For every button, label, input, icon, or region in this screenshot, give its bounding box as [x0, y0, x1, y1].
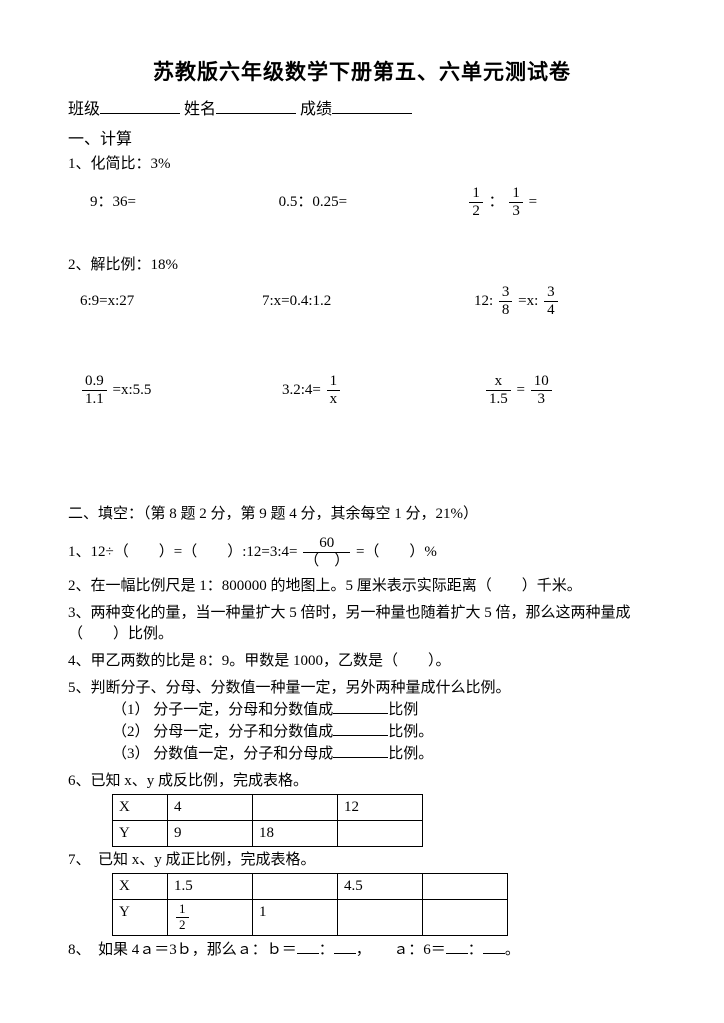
cell: 18: [253, 821, 338, 847]
blank-8-3[interactable]: [446, 939, 468, 954]
frac-8: 103: [531, 373, 552, 409]
s2-q7: 7、 已知 x、y 成正比例，完成表格。: [68, 850, 656, 871]
frac-q1: 60（ ）: [303, 535, 350, 571]
q2-r1c: 12: 38 =x: 34: [444, 284, 656, 320]
frac-6: 1x: [327, 373, 341, 409]
section-1-heading: 一、计算: [68, 129, 656, 151]
s2-q6: 6、已知 x、y 成反比例，完成表格。: [68, 771, 656, 792]
score-blank[interactable]: [332, 98, 412, 114]
cell: Y: [113, 900, 168, 936]
blank-5-2[interactable]: [333, 721, 388, 736]
q1-a: 9：36=: [68, 192, 279, 213]
q2-r2c: x1.5 = 103: [454, 373, 656, 409]
q1-row: 9：36= 0.5：0.25= 12 ： 13 =: [68, 185, 656, 221]
table-2: X 1.5 4.5 Y 12 1: [112, 873, 508, 936]
class-label: 班级: [68, 101, 100, 118]
s2-q1: 1、12÷（ ）=（ ）:12=3:4= 60（ ） =（ ）%: [68, 535, 656, 571]
blank-5-3[interactable]: [333, 743, 388, 758]
q2-r1b: 7:x=0.4:1.2: [262, 291, 444, 312]
q2-row1: 6:9=x:27 7:x=0.4:1.2 12: 38 =x: 34: [68, 284, 656, 320]
frac-4: 34: [544, 284, 558, 320]
page: 苏教版六年级数学下册第五、六单元测试卷 班级 姓名 成绩 一、计算 1、化简比：…: [0, 0, 724, 1001]
cell[interactable]: [338, 900, 423, 936]
s2-q5: 5、判断分子、分母、分数值一种量一定，另外两种量成什么比例。: [68, 678, 656, 699]
cell: 12: [168, 900, 253, 936]
score-label: 成绩: [300, 101, 332, 118]
frac-1: 12: [469, 185, 483, 221]
cell: 1.5: [168, 874, 253, 900]
name-blank[interactable]: [216, 98, 296, 114]
cell[interactable]: [253, 795, 338, 821]
q2-row2: 0.91.1 =x:5.5 3.2:4= 1x x1.5 = 103: [68, 373, 656, 409]
frac-7: x1.5: [486, 373, 511, 409]
frac-3: 38: [499, 284, 513, 320]
s2-q4: 4、甲乙两数的比是 8：9。甲数是 1000，乙数是（ ）。: [68, 651, 656, 672]
name-label: 姓名: [184, 101, 216, 118]
cell: 12: [338, 795, 423, 821]
s2-q5-2: （2） 分母一定，分子和分数值成比例。: [68, 721, 656, 743]
cell: Y: [113, 821, 168, 847]
table-row: X 1.5 4.5: [113, 874, 508, 900]
cell: 4.5: [338, 874, 423, 900]
cell: X: [113, 795, 168, 821]
q2-label: 2、解比例：18%: [68, 255, 656, 276]
s2-q5-1: （1） 分子一定，分母和分数值成比例: [68, 699, 656, 721]
blank-8-2[interactable]: [334, 939, 356, 954]
page-title: 苏教版六年级数学下册第五、六单元测试卷: [68, 58, 656, 87]
cell[interactable]: [338, 821, 423, 847]
blank-5-1[interactable]: [333, 699, 388, 714]
frac-t2: 12: [176, 902, 189, 933]
blank-8-4[interactable]: [483, 939, 505, 954]
s2-q8: 8、 如果 4ａ＝3ｂ，那么ａ：ｂ＝：， ａ：6＝：。: [68, 939, 656, 961]
cell[interactable]: [253, 874, 338, 900]
frac-2: 13: [509, 185, 523, 221]
s2-q5-3: （3） 分数值一定，分子和分母成比例。: [68, 743, 656, 765]
info-line: 班级 姓名 成绩: [68, 98, 656, 121]
blank-8-1[interactable]: [297, 939, 319, 954]
cell: 9: [168, 821, 253, 847]
table-1: X 4 12 Y 9 18: [112, 794, 423, 847]
s2-q2: 2、在一幅比例尺是 1：800000 的地图上。5 厘米表示实际距离（ ）千米。: [68, 576, 656, 597]
s2-q3: 3、两种变化的量，当一种量扩大 5 倍时，另一种量也随着扩大 5 倍，那么这两种…: [68, 603, 656, 645]
table-row: X 4 12: [113, 795, 423, 821]
q2-r2a: 0.91.1 =x:5.5: [68, 373, 252, 409]
table-row: Y 9 18: [113, 821, 423, 847]
frac-5: 0.91.1: [82, 373, 107, 409]
q2-r1a: 6:9=x:27: [68, 291, 262, 312]
q1-label: 1、化简比：3%: [68, 154, 656, 175]
cell: 1: [253, 900, 338, 936]
class-blank[interactable]: [100, 98, 180, 114]
q2-r2b: 3.2:4= 1x: [252, 373, 454, 409]
cell[interactable]: [423, 874, 508, 900]
cell: X: [113, 874, 168, 900]
section-2-heading: 二、填空：（第 8 题 2 分，第 9 题 4 分，其余每空 1 分，21%）: [68, 504, 656, 525]
table-row: Y 12 1: [113, 900, 508, 936]
cell: 4: [168, 795, 253, 821]
q1-b: 0.5：0.25=: [279, 192, 468, 213]
q1-c: 12 ： 13 =: [467, 185, 656, 221]
cell[interactable]: [423, 900, 508, 936]
